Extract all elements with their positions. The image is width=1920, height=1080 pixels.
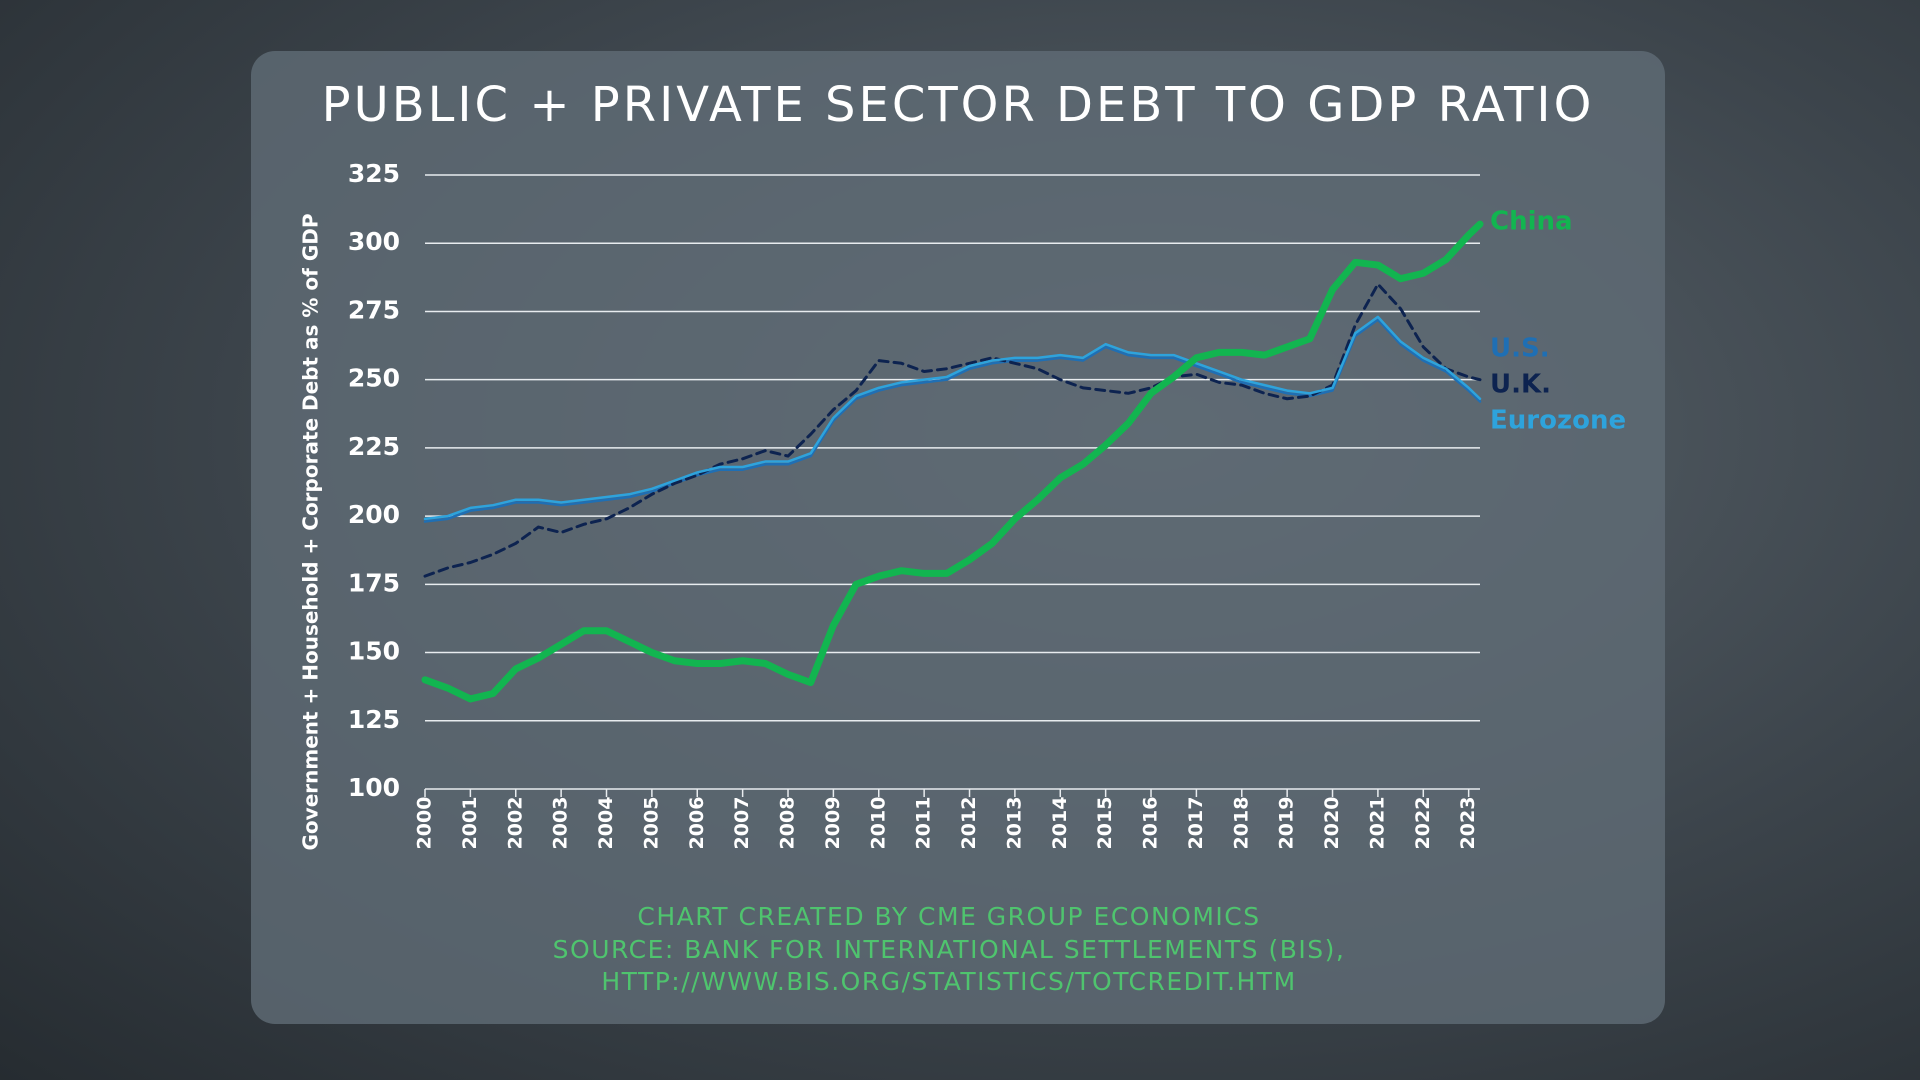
- x-tick-label: 2001: [459, 797, 481, 850]
- y-tick-label: 275: [348, 295, 400, 324]
- x-tick-label: 2009: [822, 797, 844, 850]
- y-tick-label: 325: [348, 159, 400, 188]
- x-tick-label: 2015: [1094, 797, 1116, 850]
- x-tick-label: 2021: [1366, 797, 1388, 850]
- card: [251, 51, 1665, 1024]
- x-tick-label: 2014: [1049, 797, 1071, 850]
- x-tick-label: 2017: [1185, 797, 1207, 850]
- x-tick-label: 2011: [913, 797, 935, 850]
- y-tick-label: 250: [348, 364, 400, 393]
- series-line: [421, 220, 1484, 703]
- x-tick-label: 2016: [1140, 797, 1162, 850]
- source-text: SOURCE: BANK FOR INTERNATIONAL SETTLEMEN…: [553, 935, 1346, 964]
- legend-label: Eurozone: [1490, 406, 1626, 436]
- x-tick-label: 2022: [1412, 797, 1434, 850]
- x-tick-label: 2010: [867, 797, 889, 850]
- x-tick-label: 2005: [640, 797, 662, 850]
- y-tick-label: 125: [348, 705, 400, 734]
- y-tick-label: 200: [348, 500, 400, 529]
- x-tick-label: 2012: [958, 797, 980, 850]
- y-tick-label: 150: [348, 637, 400, 666]
- x-tick-label: 2023: [1457, 797, 1479, 850]
- legend-label: U.K.: [1490, 370, 1551, 400]
- series-line: [423, 315, 1482, 521]
- y-tick-label: 100: [348, 773, 400, 802]
- x-tick-label: 2006: [686, 797, 708, 850]
- x-tick-label: 2018: [1230, 797, 1252, 850]
- source-text: CHART CREATED BY CME GROUP ECONOMICS: [637, 902, 1260, 931]
- x-tick-label: 2007: [731, 797, 753, 850]
- legend-label: U.S.: [1490, 334, 1550, 364]
- x-tick-label: 2020: [1321, 797, 1343, 850]
- series-line: [423, 282, 1482, 578]
- x-tick-label: 2013: [1003, 797, 1025, 850]
- x-tick-label: 2000: [414, 797, 436, 850]
- x-tick-label: 2008: [777, 797, 799, 850]
- legend-label: China: [1490, 207, 1573, 237]
- x-tick-label: 2003: [550, 797, 572, 850]
- x-tick-label: 2004: [595, 797, 617, 850]
- y-axis-label: Government + Household + Corporate Debt …: [299, 213, 323, 850]
- y-tick-label: 300: [348, 227, 400, 256]
- source-text: HTTP://WWW.BIS.ORG/STATISTICS/TOTCREDIT.…: [601, 967, 1296, 996]
- x-tick-label: 2002: [504, 797, 526, 850]
- chart-title: PUBLIC + PRIVATE SECTOR DEBT TO GDP RATI…: [322, 77, 1595, 133]
- x-tick-label: 2019: [1276, 797, 1298, 850]
- y-tick-label: 175: [348, 568, 400, 597]
- y-tick-label: 225: [348, 432, 400, 461]
